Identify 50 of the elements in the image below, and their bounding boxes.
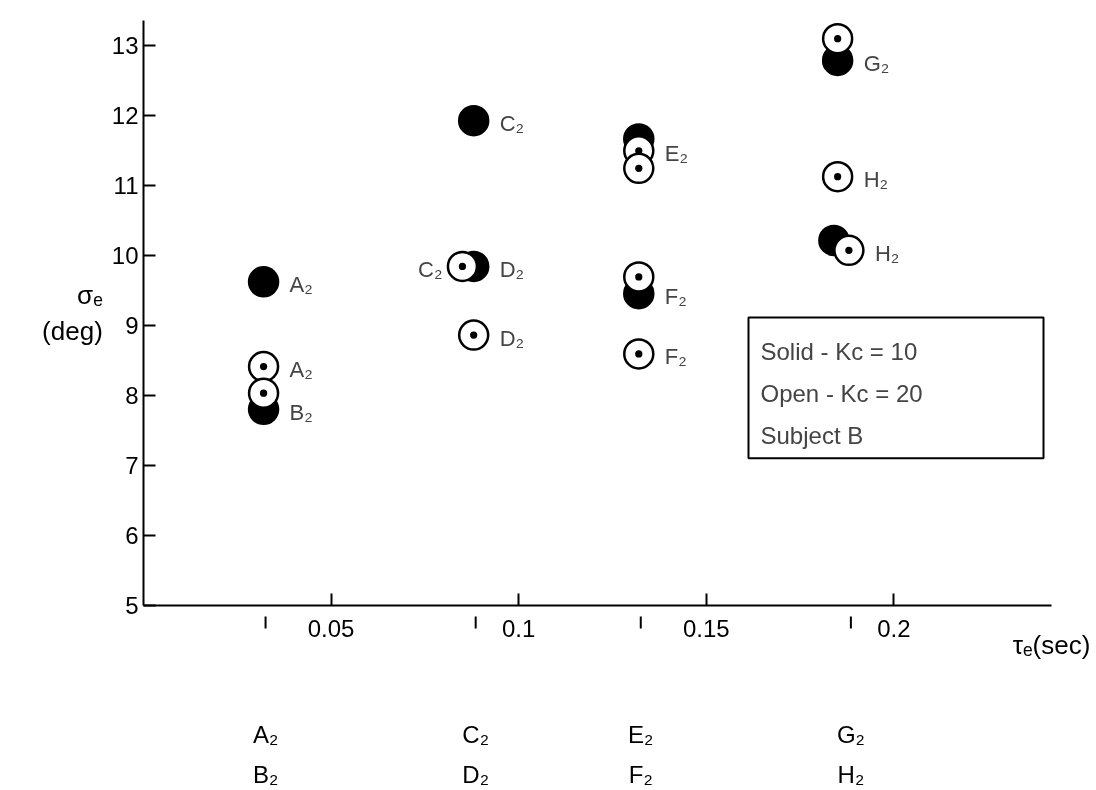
point [623,338,655,370]
y-tick-label: 8 [125,381,139,409]
annotation: Open - Kc = 20 [760,380,923,408]
text: H₂ [837,760,865,788]
annotation: A₂ [289,272,313,298]
point [821,22,854,55]
y-tick-label: 6 [125,521,139,549]
point [446,250,479,283]
y-tick-label: 13 [111,31,139,59]
point [457,104,490,137]
x-tick-label: 0.05 [307,614,355,642]
x-tick-label: 0.2 [877,614,911,642]
point [833,234,865,267]
annotation: D₂ [499,256,525,282]
annotation: A₂ [289,357,313,383]
x-tick-label: 0.1 [502,614,536,642]
annotation: G₂ [863,50,890,76]
point [623,152,655,185]
point [247,266,280,298]
annotation: Solid - Kc = 10 [760,338,918,366]
y-axis-title: σₑ (deg) [42,280,103,346]
y-tick-label: 9 [125,311,139,339]
point [247,377,280,409]
annotation: H₂ [863,167,889,193]
text: D₂ [462,760,490,788]
x-tick-label: 0.15 [682,614,730,642]
text: B₂ [252,760,279,788]
text: C₂ [462,720,490,748]
annotation: D₂ [499,325,525,351]
point [457,319,490,351]
x-axis-title: τₑ(sec) [1012,629,1091,660]
annotation: E₂ [664,141,688,167]
y-tick-label: 11 [113,171,139,199]
text: A₂ [252,720,279,748]
y-tick-label: 7 [125,451,139,479]
y-tick-label: 10 [111,241,139,269]
annotation: H₂ [874,240,900,266]
text: F₂ [628,760,653,788]
text: G₂ [836,720,865,748]
annotation: F₂ [664,284,687,310]
y-tick-label: 12 [111,101,139,129]
text: E₂ [628,720,654,748]
annotation: F₂ [664,344,687,370]
y-tick-label: 5 [125,592,139,619]
annotation: B₂ [289,399,313,425]
annotation: C₂ [499,111,525,137]
annotation: Subject B [760,422,864,450]
annotation: C₂ [418,256,443,282]
point [623,261,655,293]
point [821,161,854,193]
